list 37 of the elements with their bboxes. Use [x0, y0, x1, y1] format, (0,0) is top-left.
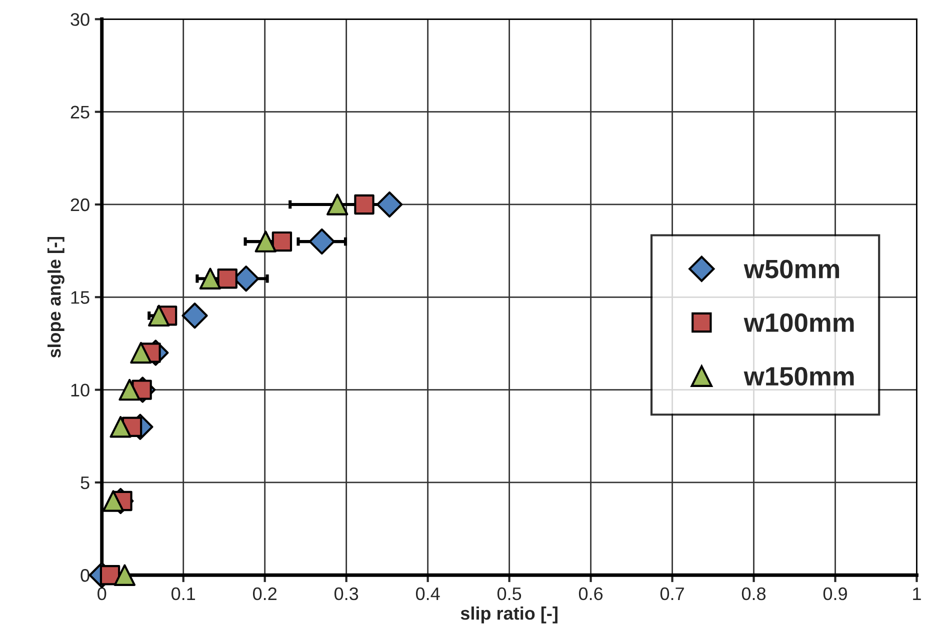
point	[326, 194, 348, 216]
x-axis-title: slip ratio [-]	[460, 606, 558, 624]
x-tick-label: 0.9	[823, 587, 847, 600]
y-tick-label: 10	[71, 384, 90, 397]
point	[100, 565, 120, 586]
y-tick-label: 0	[80, 569, 90, 582]
x-tick-label: 0.2	[252, 587, 276, 600]
point	[130, 342, 152, 364]
x-tick-label: 0.8	[742, 587, 766, 600]
point	[376, 191, 403, 218]
x-tick-label: 0.5	[497, 587, 522, 600]
point	[217, 268, 238, 289]
point	[118, 378, 140, 401]
x-tick-label: 0.1	[172, 587, 196, 600]
y-tick-label: 5	[80, 476, 90, 490]
y-tick-label: 30	[70, 13, 90, 26]
point	[354, 194, 374, 215]
y-axis-title: slope angle [-]	[48, 236, 64, 358]
point	[114, 564, 136, 586]
y-tick-label: 15	[71, 291, 90, 304]
x-tick-label: 0.6	[578, 587, 603, 600]
x-tick-label: 0.7	[660, 587, 684, 600]
x-tick-label: 0.4	[416, 587, 440, 600]
point	[110, 416, 132, 438]
x-tick-label: 1	[913, 588, 921, 600]
point	[148, 304, 170, 327]
y-tick-label: 20	[70, 198, 90, 212]
point	[254, 230, 277, 252]
point	[308, 228, 335, 255]
legend-label: w150mm	[744, 366, 854, 386]
legend-label: w100mm	[744, 313, 854, 332]
x-tick-label: 0.3	[334, 587, 358, 600]
y-tick-label: 25	[70, 106, 90, 119]
point	[272, 231, 292, 252]
x-tick-label: 0	[98, 587, 106, 600]
point	[182, 302, 208, 329]
legend-label: w50mm	[744, 260, 840, 278]
